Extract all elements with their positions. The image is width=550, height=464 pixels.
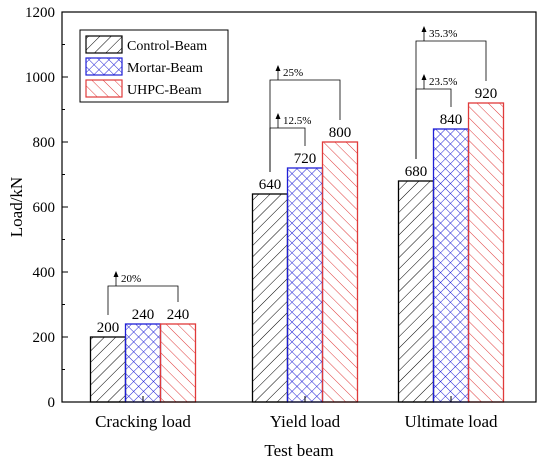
- data-label-mortar-beam-3: 840: [440, 112, 463, 128]
- y-tick-label: 600: [33, 200, 56, 216]
- bar-uhpc-beam-3: [467, 102, 505, 403]
- data-label-uhpc-beam-3: 920: [475, 86, 498, 102]
- annotation-text: 20%: [121, 273, 141, 285]
- bars-layer: [89, 102, 505, 403]
- annotation-arrow-head: [275, 113, 281, 119]
- legend-label-uhpc-beam: UHPC-Beam: [127, 83, 202, 98]
- bar-uhpc-beam-1: [159, 323, 197, 403]
- bar-mortar-beam-3: [432, 128, 470, 403]
- legend-swatch-mortar-beam: [85, 57, 123, 76]
- annotations-layer: 20% 12.5% 25% 23.5% 35.3%: [107, 26, 487, 315]
- annotation-arrow-head: [421, 26, 427, 32]
- legend-label-control-beam: Control-Beam: [127, 39, 207, 54]
- y-tick-label: 400: [33, 265, 56, 281]
- annotation-bracket-5: 35.3%: [415, 26, 487, 159]
- bar-mortar-beam-1: [124, 323, 162, 403]
- bar-control-beam-2: [251, 193, 289, 403]
- legend: Control-Beam Mortar-Beam UHPC-Beam: [79, 29, 229, 103]
- annotation-text: 23.5%: [429, 76, 457, 88]
- bar-control-beam-3: [397, 180, 435, 403]
- annotation-arrow-head: [113, 271, 119, 277]
- data-label-control-beam-3: 680: [405, 164, 428, 180]
- data-label-mortar-beam-2: 720: [294, 151, 317, 167]
- bar-uhpc-beam-2: [321, 141, 359, 403]
- x-tick-label-2: Yield load: [270, 412, 341, 431]
- annotation-arrow-head: [421, 74, 427, 80]
- x-tick-label-1: Cracking load: [95, 412, 191, 431]
- legend-swatch-uhpc-beam: [85, 79, 123, 98]
- y-tick-label: 1200: [25, 5, 55, 21]
- x-axis-title: Test beam: [264, 441, 333, 460]
- annotation-bracket-1: 20%: [107, 271, 179, 315]
- y-axis-title: Load/kN: [7, 177, 26, 237]
- data-label-mortar-beam-1: 240: [132, 307, 155, 323]
- annotation-text: 12.5%: [283, 115, 311, 127]
- annotation-line: [415, 40, 487, 159]
- legend-label-mortar-beam: Mortar-Beam: [127, 61, 203, 76]
- data-label-uhpc-beam-1: 240: [167, 307, 190, 323]
- x-tick-label-3: Ultimate load: [404, 412, 498, 431]
- y-tick-label: 200: [33, 330, 56, 346]
- data-label-control-beam-2: 640: [259, 177, 282, 193]
- annotation-arrow-head: [275, 65, 281, 71]
- data-labels-layer: 200 240 240 640 720 800 680 840 920: [97, 86, 498, 336]
- y-tick-label: 800: [33, 135, 56, 151]
- y-tick-label: 0: [48, 395, 56, 411]
- annotation-line: [107, 285, 179, 315]
- annotation-text: 25%: [283, 67, 303, 79]
- y-tick-label: 1000: [25, 70, 55, 86]
- annotation-line: [269, 79, 341, 172]
- annotation-text: 35.3%: [429, 28, 457, 40]
- annotation-bracket-3: 25%: [269, 65, 341, 172]
- axes-layer: 0 200 400 600 800 1000 1200 Cracking load Yield …: [25, 5, 537, 431]
- bar-mortar-beam-2: [286, 167, 324, 403]
- data-label-uhpc-beam-2: 800: [329, 125, 352, 141]
- legend-swatch-control-beam: [85, 35, 123, 54]
- bar-control-beam-1: [89, 336, 127, 403]
- data-label-control-beam-1: 200: [97, 320, 120, 336]
